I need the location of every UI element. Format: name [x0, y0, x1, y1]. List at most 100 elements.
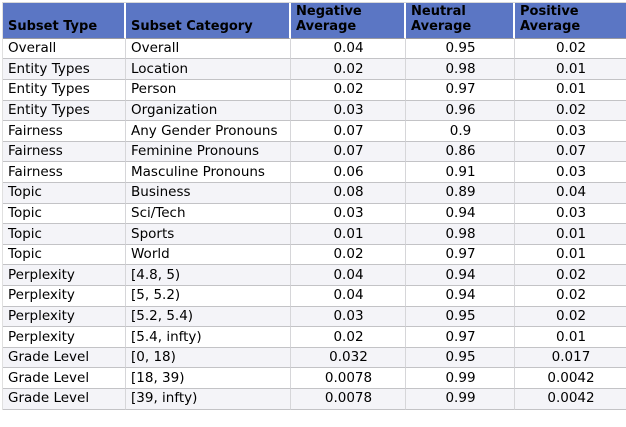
cell-subset-type: Fairness [3, 121, 126, 142]
cell-neutral-average: 0.98 [406, 224, 515, 245]
cell-subset-type: Fairness [3, 162, 126, 184]
header-row: Subset Type Subset Category Negative Ave… [3, 3, 626, 39]
cell-neutral-average: 0.89 [406, 183, 515, 204]
header-neutral-average: Neutral Average [406, 3, 515, 39]
cell-negative-average: 0.0078 [291, 388, 406, 410]
cell-neutral-average: 0.98 [406, 59, 515, 81]
cell-negative-average: 0.02 [291, 244, 406, 266]
cell-negative-average: 0.07 [291, 141, 406, 163]
cell-subset-category: Person [126, 80, 291, 101]
table-header: Subset Type Subset Category Negative Ave… [3, 3, 626, 39]
header-subset-type: Subset Type [3, 3, 126, 39]
cell-positive-average: 0.02 [515, 265, 626, 286]
cell-neutral-average: 0.94 [406, 265, 515, 286]
cell-positive-average: 0.03 [515, 203, 626, 225]
cell-subset-type: Topic [3, 203, 126, 225]
cell-subset-category: [0, 18) [126, 347, 291, 369]
cell-neutral-average: 0.86 [406, 141, 515, 163]
cell-negative-average: 0.02 [291, 59, 406, 81]
cell-subset-type: Perplexity [3, 306, 126, 328]
cell-subset-type: Perplexity [3, 265, 126, 286]
table-body: Overall Overall 0.04 0.95 0.02 Entity Types Lo… [3, 38, 626, 410]
table-row: Fairness Feminine Pronouns 0.07 0.86 0.07 [3, 141, 626, 163]
table-row: Topic World 0.02 0.97 0.01 [3, 244, 626, 266]
cell-negative-average: 0.0078 [291, 368, 406, 389]
cell-subset-type: Grade Level [3, 347, 126, 369]
table-row: Fairness Any Gender Pronouns 0.07 0.9 0.03 [3, 121, 626, 142]
table-row: Entity Types Organization 0.03 0.96 0.02 [3, 100, 626, 122]
cell-subset-category: [5.2, 5.4) [126, 306, 291, 328]
page: Subset Type Subset Category Negative Ave… [2, 2, 626, 410]
cell-neutral-average: 0.97 [406, 80, 515, 101]
cell-neutral-average: 0.94 [406, 203, 515, 225]
header-negative-average: Negative Average [291, 3, 406, 39]
cell-neutral-average: 0.97 [406, 327, 515, 348]
cell-subset-category: Organization [126, 100, 291, 122]
cell-positive-average: 0.01 [515, 80, 626, 101]
cell-positive-average: 0.017 [515, 347, 626, 369]
cell-subset-category: [18, 39) [126, 368, 291, 389]
cell-subset-type: Perplexity [3, 327, 126, 348]
cell-neutral-average: 0.97 [406, 244, 515, 266]
cell-positive-average: 0.01 [515, 327, 626, 348]
cell-subset-category: Any Gender Pronouns [126, 121, 291, 142]
table-row: Entity Types Location 0.02 0.98 0.01 [3, 59, 626, 81]
cell-negative-average: 0.03 [291, 203, 406, 225]
cell-subset-type: Fairness [3, 141, 126, 163]
cell-neutral-average: 0.99 [406, 368, 515, 389]
cell-subset-type: Overall [3, 38, 126, 60]
cell-subset-category: [5, 5.2) [126, 286, 291, 307]
cell-subset-type: Entity Types [3, 59, 126, 81]
cell-subset-category: [39, infty) [126, 388, 291, 410]
cell-subset-type: Topic [3, 224, 126, 245]
cell-subset-type: Topic [3, 183, 126, 204]
cell-negative-average: 0.02 [291, 327, 406, 348]
cell-subset-type: Grade Level [3, 388, 126, 410]
cell-neutral-average: 0.94 [406, 286, 515, 307]
subset-averages-table: Subset Type Subset Category Negative Ave… [2, 2, 626, 410]
table-row: Topic Business 0.08 0.89 0.04 [3, 183, 626, 204]
table-row: Perplexity [5.2, 5.4) 0.03 0.95 0.02 [3, 306, 626, 328]
cell-positive-average: 0.07 [515, 141, 626, 163]
cell-subset-category: Feminine Pronouns [126, 141, 291, 163]
cell-negative-average: 0.07 [291, 121, 406, 142]
cell-positive-average: 0.04 [515, 183, 626, 204]
table-row: Topic Sci/Tech 0.03 0.94 0.03 [3, 203, 626, 225]
cell-neutral-average: 0.91 [406, 162, 515, 184]
cell-positive-average: 0.0042 [515, 388, 626, 410]
table-row: Entity Types Person 0.02 0.97 0.01 [3, 80, 626, 101]
cell-neutral-average: 0.95 [406, 38, 515, 60]
header-subset-category: Subset Category [126, 3, 291, 39]
cell-negative-average: 0.04 [291, 38, 406, 60]
cell-negative-average: 0.03 [291, 100, 406, 122]
cell-positive-average: 0.01 [515, 224, 626, 245]
cell-subset-category: Sports [126, 224, 291, 245]
cell-positive-average: 0.02 [515, 100, 626, 122]
cell-neutral-average: 0.99 [406, 388, 515, 410]
table-row: Grade Level [0, 18) 0.032 0.95 0.017 [3, 347, 626, 369]
cell-positive-average: 0.03 [515, 121, 626, 142]
cell-positive-average: 0.02 [515, 306, 626, 328]
cell-negative-average: 0.01 [291, 224, 406, 245]
table-row: Topic Sports 0.01 0.98 0.01 [3, 224, 626, 245]
table-row: Grade Level [39, infty) 0.0078 0.99 0.0042 [3, 388, 626, 410]
cell-positive-average: 0.02 [515, 38, 626, 60]
cell-subset-category: Masculine Pronouns [126, 162, 291, 184]
cell-negative-average: 0.04 [291, 265, 406, 286]
cell-positive-average: 0.0042 [515, 368, 626, 389]
cell-subset-category: World [126, 244, 291, 266]
cell-negative-average: 0.03 [291, 306, 406, 328]
cell-negative-average: 0.06 [291, 162, 406, 184]
cell-subset-type: Topic [3, 244, 126, 266]
cell-positive-average: 0.01 [515, 59, 626, 81]
cell-subset-type: Grade Level [3, 368, 126, 389]
table-row: Fairness Masculine Pronouns 0.06 0.91 0.03 [3, 162, 626, 184]
header-positive-average: Positive Average [515, 3, 626, 39]
table-row: Perplexity [4.8, 5) 0.04 0.94 0.02 [3, 265, 626, 286]
cell-negative-average: 0.08 [291, 183, 406, 204]
cell-negative-average: 0.04 [291, 286, 406, 307]
cell-subset-category: Sci/Tech [126, 203, 291, 225]
cell-positive-average: 0.02 [515, 286, 626, 307]
cell-neutral-average: 0.96 [406, 100, 515, 122]
cell-subset-category: Location [126, 59, 291, 81]
